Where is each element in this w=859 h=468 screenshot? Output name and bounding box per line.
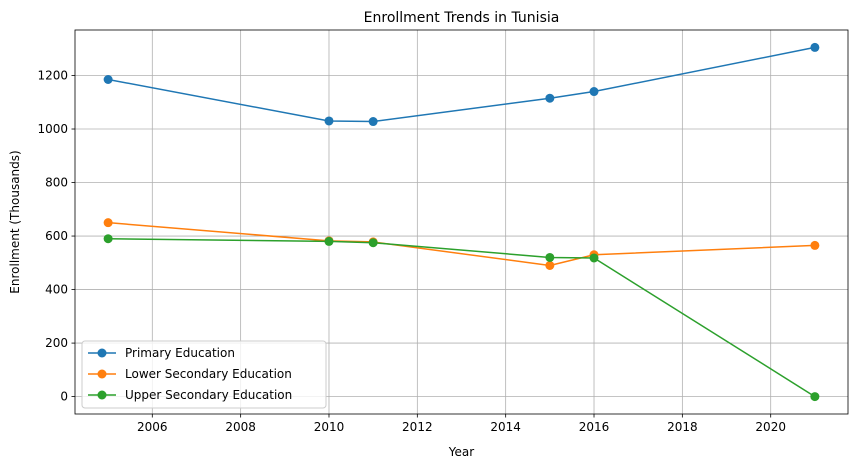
legend-marker [97,348,107,358]
y-tick-label: 800 [45,176,68,190]
data-point [545,260,555,270]
data-point [103,75,113,85]
x-tick-label: 2014 [490,420,521,434]
series-line [107,46,816,123]
y-tick-label: 200 [45,336,68,350]
series-3 [103,234,820,402]
data-point [368,238,378,248]
data-point [589,87,599,97]
data-point [324,236,334,246]
y-tick-label: 0 [60,390,68,404]
x-axis-label: Year [448,445,474,459]
data-point [810,42,820,52]
ticks: 2006 2008 2010 2012 2014 2016 2018 2020 0 200 400 6… [37,68,786,434]
data-point [589,253,599,263]
data-point [103,234,113,244]
plot-frame [74,29,849,415]
legend: Primary Education Lower Secondary Educati… [81,340,327,409]
legend-item: Upper Secondary Education [88,388,292,402]
x-tick-label: 2006 [137,420,168,434]
x-tick-label: 2020 [755,420,786,434]
data-point [810,240,820,250]
data-point [545,93,555,103]
legend-label: Upper Secondary Education [125,388,292,402]
legend-marker [97,369,107,379]
series-line [108,221,815,267]
y-tick-label: 400 [45,283,68,297]
data-point [103,218,113,228]
x-tick-label: 2012 [402,420,433,434]
series-line [108,237,816,398]
legend-label: Primary Education [125,346,235,360]
x-tick-label: 2018 [667,420,698,434]
y-axis-label: Enrollment (Thousands) [8,150,22,293]
data-point [368,117,378,127]
data-point [810,392,820,402]
x-tick-label: 2010 [314,420,345,434]
x-tick-label: 2016 [579,420,610,434]
y-tick-label: 1200 [37,68,68,82]
data-point [545,252,555,262]
series-1 [103,42,820,127]
legend-box [81,340,327,409]
data-point [324,116,334,126]
legend-item: Lower Secondary Education [88,367,292,381]
y-tick-label: 600 [45,229,68,243]
x-tick-label: 2008 [225,420,256,434]
legend-label: Lower Secondary Education [125,367,292,381]
legend-marker [97,390,107,400]
chart-title: Enrollment Trends in Tunisia [364,10,560,26]
y-tick-label: 1000 [37,122,68,136]
series-layer [103,42,820,402]
legend-item: Primary Education [88,346,235,360]
